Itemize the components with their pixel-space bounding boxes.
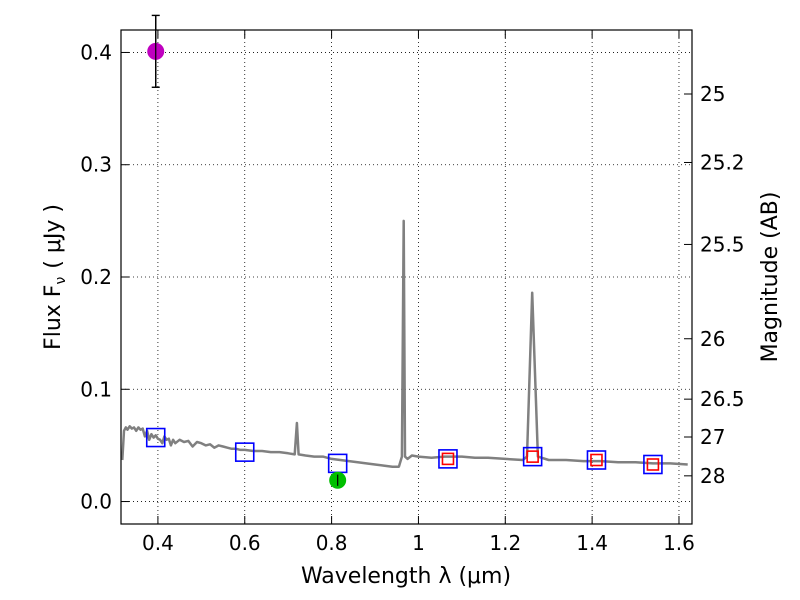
blue-square-marker — [586, 450, 607, 470]
x-tick-label: 0.8 — [316, 531, 348, 555]
mag-tick-label: 28 — [700, 464, 725, 488]
blue-square-marker — [522, 446, 543, 467]
red-square-marker — [590, 453, 603, 467]
blue-square-marker — [643, 454, 663, 475]
y-tick-label: 0.3 — [80, 153, 112, 177]
x-tick-label: 1 — [412, 531, 425, 555]
y-tick-label: 0.2 — [80, 265, 112, 289]
mag-tick-label: 26 — [700, 327, 725, 351]
axis-ticks: 0.4 0.6 0.8 1 1.2 1.4 1.6 0.0 0.1 0.2 0.3 0.4 25 25.2… — [80, 30, 745, 555]
y-axis-label-subscript: ν — [53, 277, 69, 285]
mag-tick-label: 25.5 — [700, 232, 745, 256]
mag-tick-label: 25 — [700, 82, 725, 106]
red-square-marker — [441, 452, 455, 466]
red-square-marker — [646, 458, 660, 471]
y-tick-label: 0.1 — [80, 377, 112, 401]
x-tick-label: 0.6 — [229, 531, 261, 555]
blue-square-marker — [234, 442, 255, 462]
mag-tick-label: 25.2 — [700, 150, 745, 174]
y-axis-label-unit: ( μJy ) — [41, 204, 66, 269]
series-layer — [121, 14, 688, 489]
y-axis-label: Flux Fν ( μJy ) — [41, 204, 69, 350]
y-tick-label: 0.0 — [80, 490, 112, 514]
x-tick-label: 1.6 — [663, 531, 695, 555]
x-tick-label: 1.4 — [576, 531, 608, 555]
y2-axis-label-text: Magnitude (AB) — [758, 192, 783, 363]
red-square-marker — [526, 450, 539, 463]
x-axis-label: Wavelength λ (μm) — [301, 564, 511, 589]
y-axis-label-text: Flux F — [41, 285, 66, 350]
y2-axis-label: Magnitude (AB) — [758, 192, 783, 363]
blue-square-marker — [145, 427, 166, 448]
y-tick-label: 0.4 — [80, 40, 112, 64]
x-tick-label: 0.4 — [142, 531, 174, 555]
x-tick-label: 1.2 — [489, 531, 521, 555]
svg-text:Flux Fν( μJy ): Flux Fν ( μJy ) — [41, 204, 69, 350]
blue-square-marker — [438, 449, 458, 469]
spectrum-line — [121, 219, 688, 468]
mag-tick-label: 27 — [700, 425, 725, 449]
mag-tick-label: 26.5 — [700, 387, 745, 411]
